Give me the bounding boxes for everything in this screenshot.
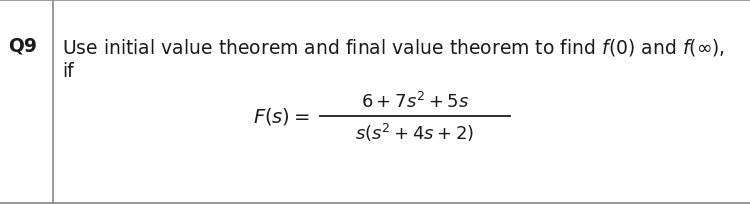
Text: if: if	[62, 62, 74, 81]
Text: $\mathrm{Use\ initial\ value\ theorem\ and\ final\ value\ theorem\ to\ find\ }f(: $\mathrm{Use\ initial\ value\ theorem\ a…	[62, 37, 725, 58]
Text: $6 + 7s^2 + 5s$: $6 + 7s^2 + 5s$	[361, 91, 470, 111]
Text: $s(s^2 + 4s + 2)$: $s(s^2 + 4s + 2)$	[356, 121, 475, 143]
Text: Q9: Q9	[8, 37, 37, 56]
Text: $F(s) =$: $F(s) =$	[254, 106, 310, 127]
